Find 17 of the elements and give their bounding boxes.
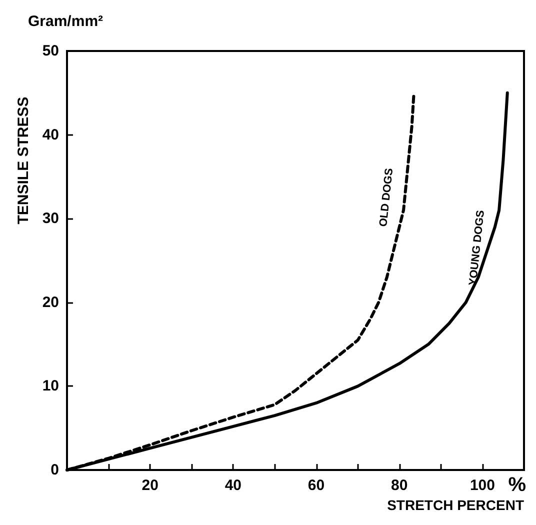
x-axis-title: STRETCH PERCENT	[387, 497, 524, 513]
x-tick-label: 40	[224, 477, 242, 494]
y-axis-title: TENSILE STRESS	[15, 96, 32, 224]
text: %	[508, 474, 526, 496]
y-tick-label: 20	[42, 294, 59, 311]
y-tick-label: 30	[42, 210, 59, 228]
y-tick-label: 50	[42, 42, 59, 60]
y-tick-label: 40	[42, 126, 59, 144]
x-tick-label: 20	[142, 477, 158, 494]
x-tick-label: 100	[470, 477, 495, 494]
y-tick-label: 0	[50, 462, 59, 478]
text: OLD DOGS	[378, 168, 396, 228]
x-tick-label: 60	[308, 477, 325, 494]
y-tick-label: 10	[42, 378, 59, 395]
text: Gram/mm²	[28, 13, 104, 30]
text: YOUNG DOGS	[467, 210, 488, 286]
x-tick-label: 80	[391, 477, 408, 494]
